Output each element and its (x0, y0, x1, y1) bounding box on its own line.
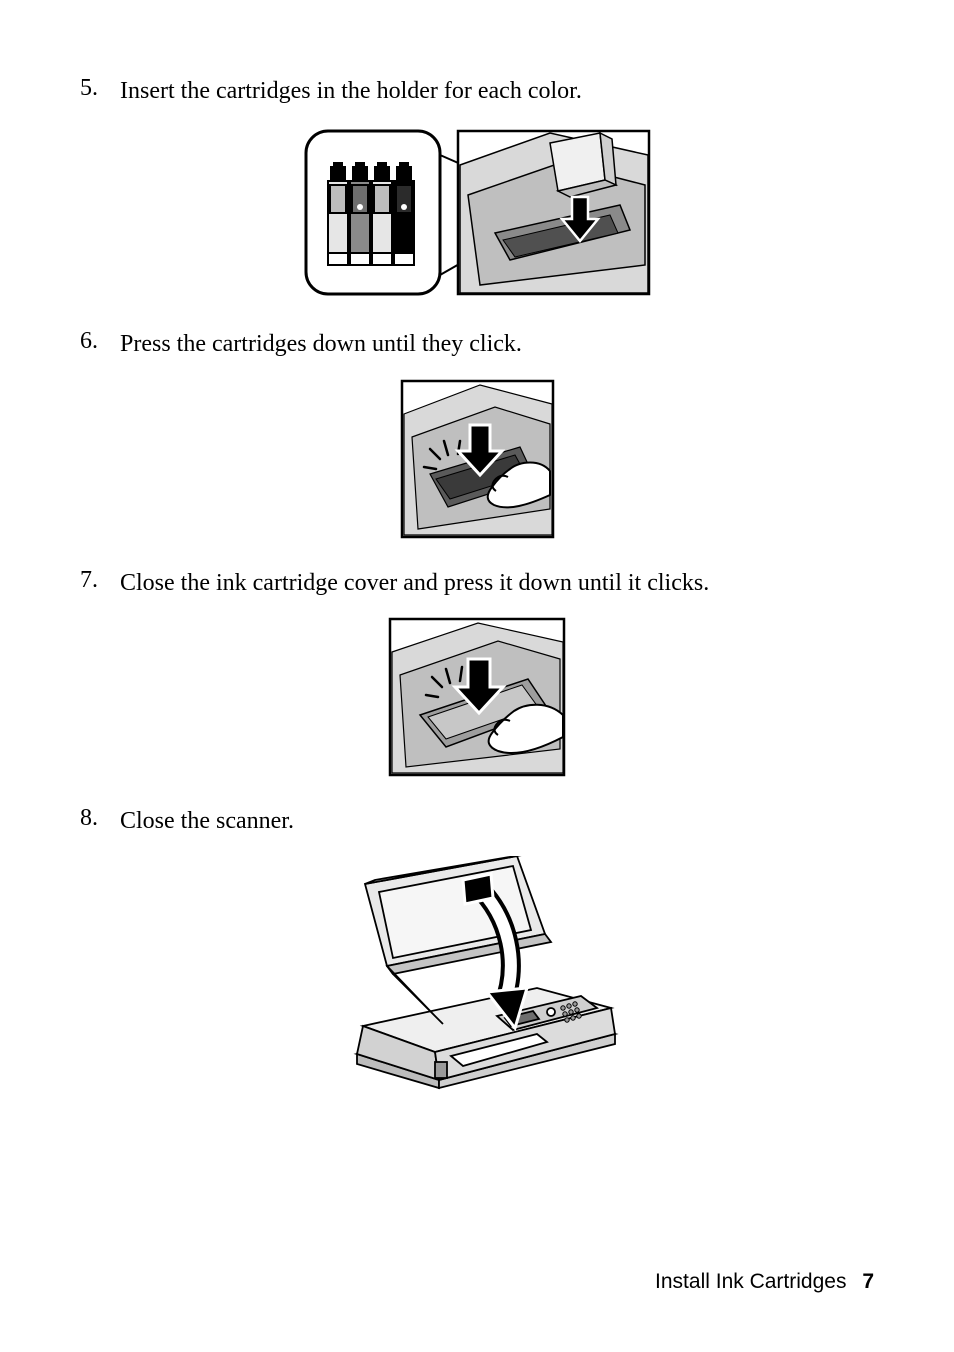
step-number: 7. (80, 567, 120, 594)
figure-step-7 (80, 617, 874, 777)
step-item: 7. Close the ink cartridge cover and pre… (80, 567, 874, 599)
close-cartridge-cover-illustration-icon (388, 617, 566, 777)
step-text: Insert the cartridges in the holder for … (120, 75, 582, 107)
figure-step-8 (80, 856, 874, 1091)
document-page: 5. Insert the cartridges in the holder f… (0, 0, 954, 1352)
close-scanner-illustration-icon (327, 856, 627, 1091)
press-cartridges-illustration-icon (400, 379, 555, 539)
footer-section-title: Install Ink Cartridges (655, 1270, 846, 1293)
footer-page-number: 7 (862, 1270, 874, 1293)
step-number: 6. (80, 328, 120, 355)
figure-step-6 (80, 379, 874, 539)
step-item: 8. Close the scanner. (80, 805, 874, 837)
step-item: 5. Insert the cartridges in the holder f… (80, 75, 874, 107)
step-text: Press the cartridges down until they cli… (120, 328, 522, 360)
step-text: Close the ink cartridge cover and press … (120, 567, 709, 599)
step-item: 6. Press the cartridges down until they … (80, 328, 874, 360)
figure-step-5 (80, 125, 874, 300)
step-number: 8. (80, 805, 120, 832)
step-text: Close the scanner. (120, 805, 294, 837)
page-footer: Install Ink Cartridges 7 (655, 1270, 874, 1294)
insert-cartridges-illustration-icon (300, 125, 655, 300)
step-number: 5. (80, 75, 120, 102)
